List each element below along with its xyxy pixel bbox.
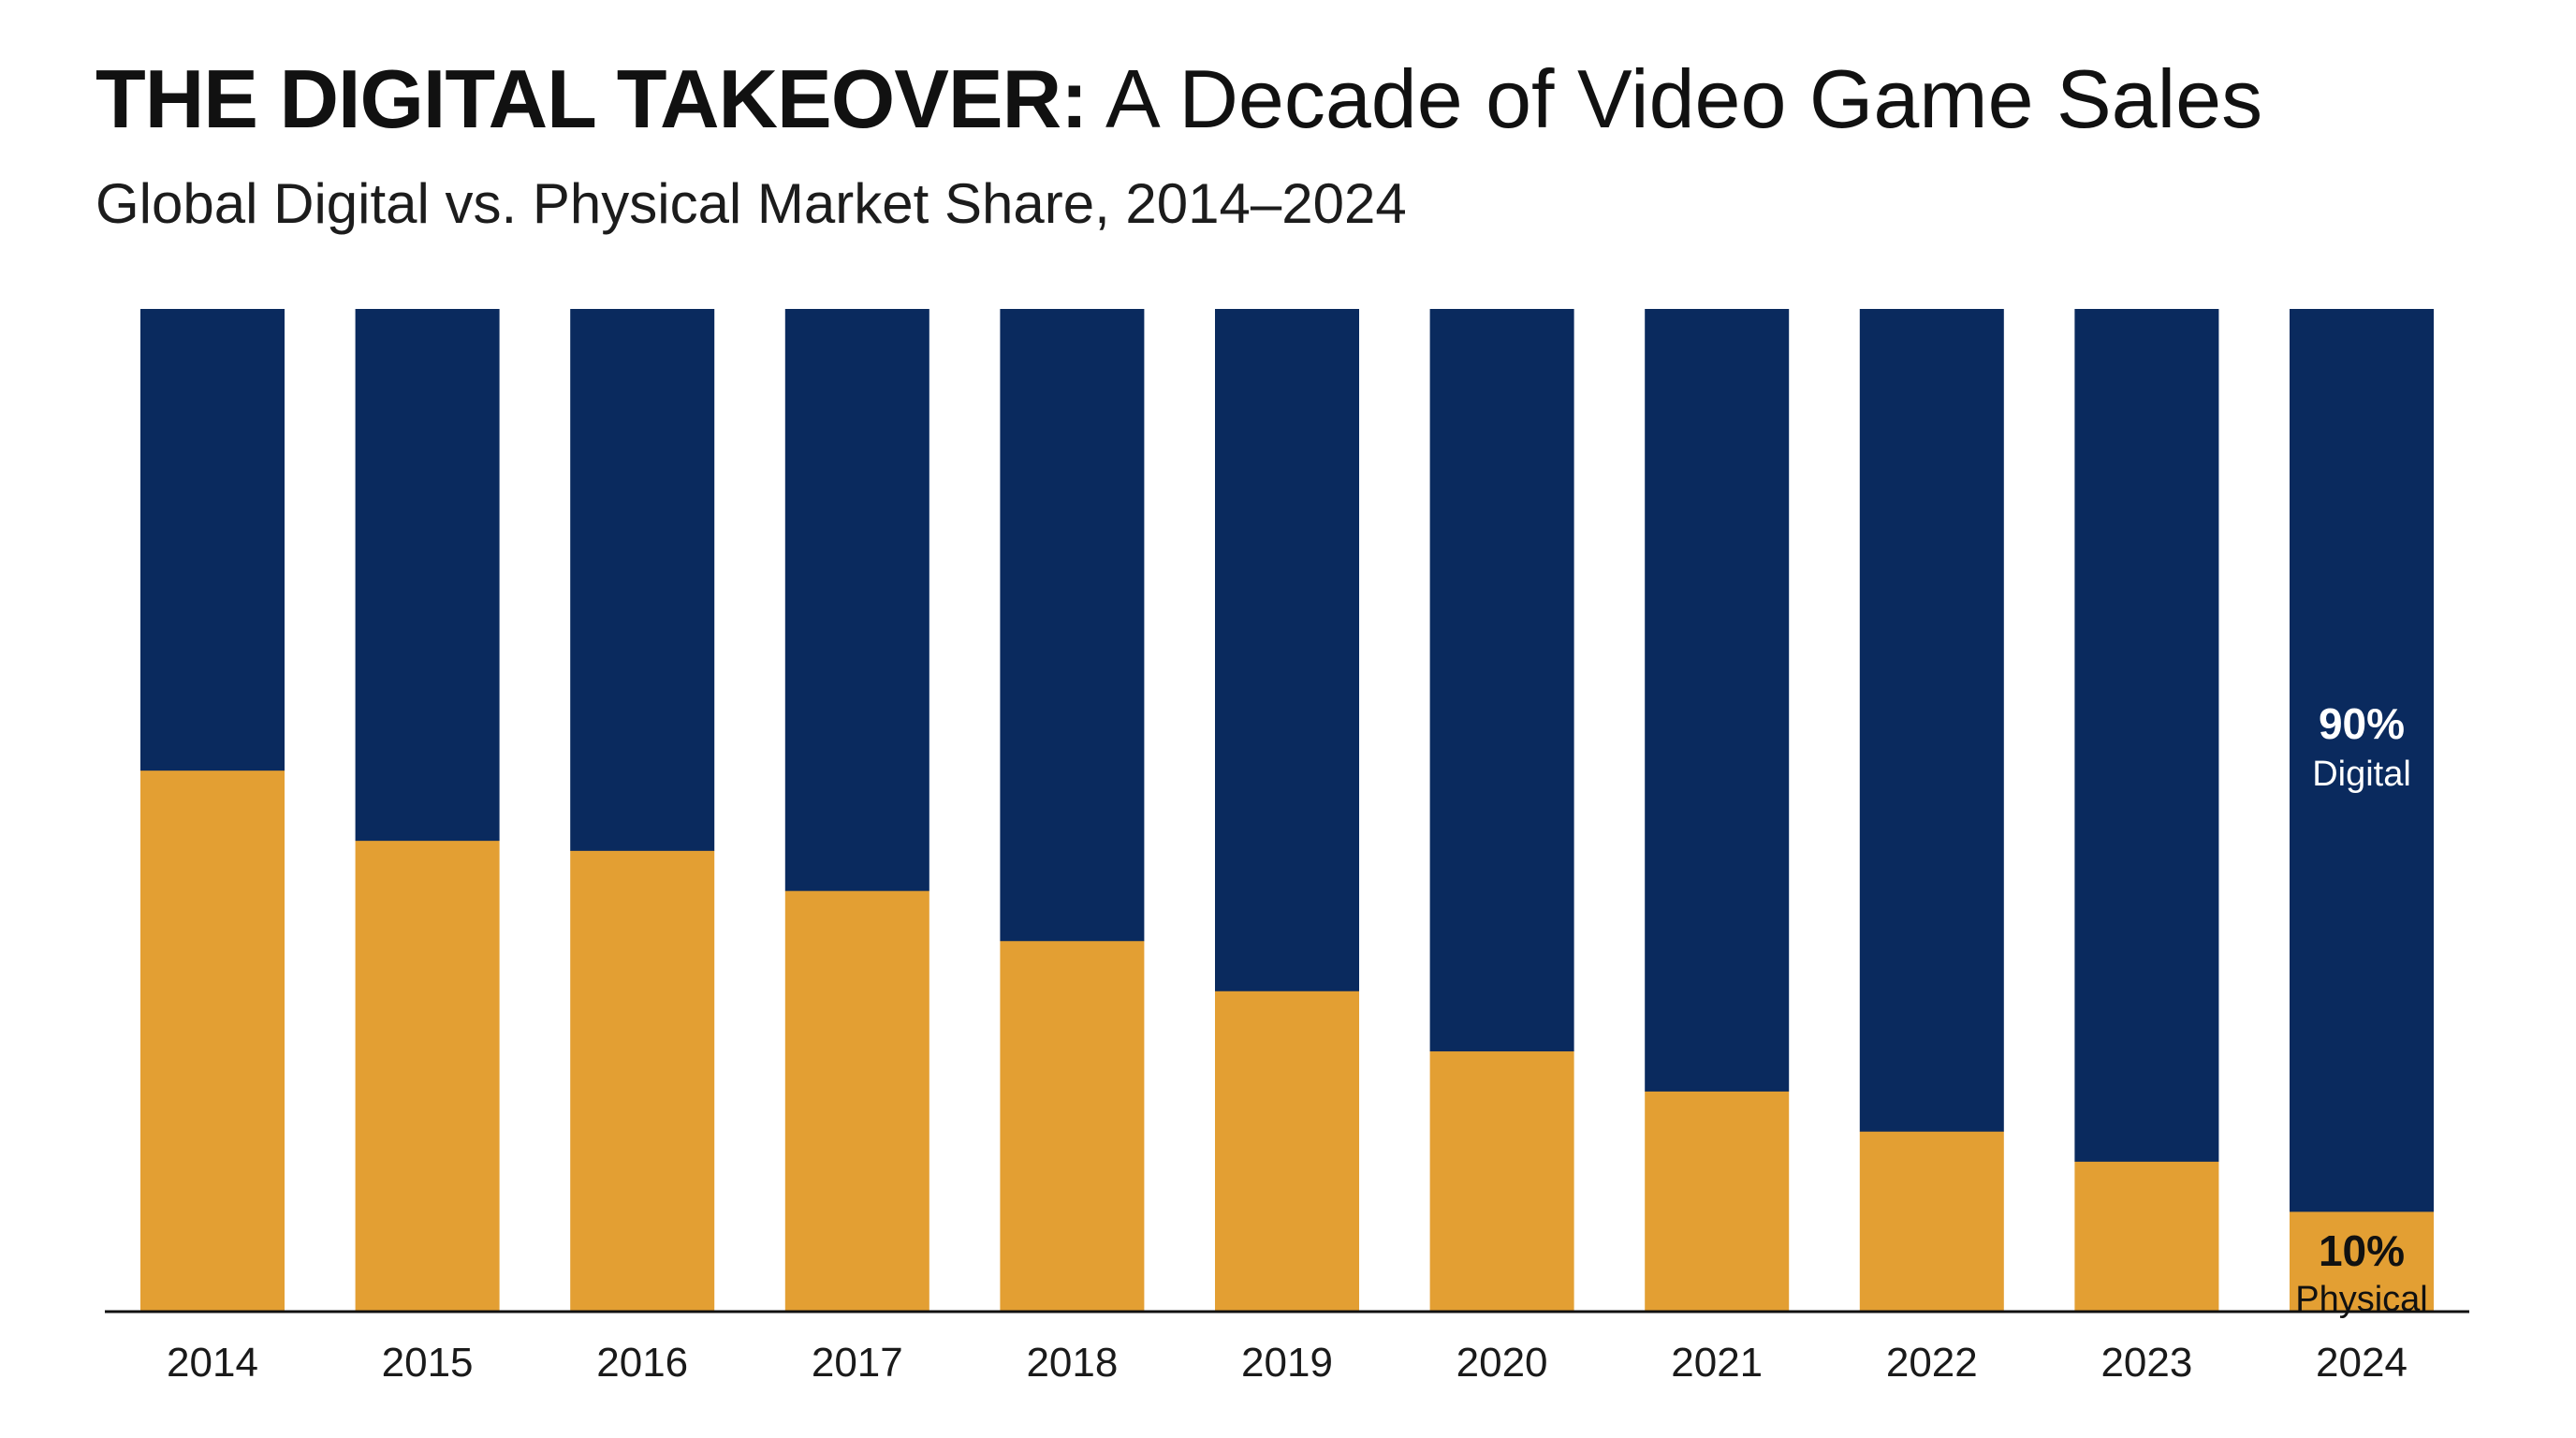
bar-digital-2017 xyxy=(784,309,929,891)
chart-title: THE DIGITAL TAKEOVER: A Decade of Video … xyxy=(95,58,2262,140)
x-tick-label-2015: 2015 xyxy=(382,1340,474,1386)
annotation-label-physical: Physical xyxy=(2295,1280,2428,1319)
bar-physical-2021 xyxy=(1645,1091,1790,1313)
bar-physical-2018 xyxy=(1000,940,1145,1313)
bar-physical-2020 xyxy=(1429,1050,1574,1313)
x-tick-label-2014: 2014 xyxy=(167,1340,258,1386)
bar-physical-2015 xyxy=(355,840,500,1313)
x-tick-label-2021: 2021 xyxy=(1671,1340,1763,1386)
bar-digital-2019 xyxy=(1215,309,1359,991)
bar-physical-2014 xyxy=(140,770,285,1313)
bar-physical-2023 xyxy=(2074,1161,2219,1313)
bar-digital-2024 xyxy=(2290,309,2434,1212)
bar-digital-2016 xyxy=(570,309,715,851)
bar-digital-2015 xyxy=(355,309,500,842)
bar-physical-2024 xyxy=(2290,1211,2434,1313)
chart-title-rest: A Decade of Video Game Sales xyxy=(1087,52,2263,145)
annotation-label-digital: Digital xyxy=(2312,755,2411,794)
bar-annotations: 90% Digital 10% Physical xyxy=(2295,699,2428,1319)
annotation-value-digital: 90% xyxy=(2319,699,2405,748)
bar-physical-2022 xyxy=(1859,1131,2004,1313)
x-tick-label-2018: 2018 xyxy=(1026,1340,1118,1386)
bar-digital-2018 xyxy=(1000,309,1145,942)
bar-digital-2022 xyxy=(1859,309,2004,1132)
x-tick-label-2017: 2017 xyxy=(812,1340,903,1386)
annotation-value-physical: 10% xyxy=(2319,1226,2405,1275)
x-tick-label-2023: 2023 xyxy=(2100,1340,2192,1386)
x-tick-labels: 2014 2015 2016 2017 2018 2019 2020 2021 2022 2023… xyxy=(167,1340,2408,1386)
bar-group xyxy=(140,309,2434,1313)
chart-subtitle: Global Digital vs. Physical Market Share… xyxy=(95,172,1407,235)
x-tick-label-2022: 2022 xyxy=(1886,1340,1978,1386)
x-tick-label-2016: 2016 xyxy=(596,1340,688,1386)
x-tick-label-2020: 2020 xyxy=(1456,1340,1548,1386)
bar-digital-2023 xyxy=(2074,309,2219,1162)
bar-digital-2020 xyxy=(1429,309,1574,1052)
bar-physical-2016 xyxy=(570,850,715,1313)
bar-digital-2021 xyxy=(1645,309,1790,1092)
x-tick-label-2024: 2024 xyxy=(2316,1340,2408,1386)
bar-physical-2017 xyxy=(784,890,929,1313)
x-tick-label-2019: 2019 xyxy=(1241,1340,1333,1386)
bar-physical-2019 xyxy=(1215,990,1359,1313)
chart-title-strong: THE DIGITAL TAKEOVER: xyxy=(95,52,1088,145)
bar-digital-2014 xyxy=(140,309,285,771)
